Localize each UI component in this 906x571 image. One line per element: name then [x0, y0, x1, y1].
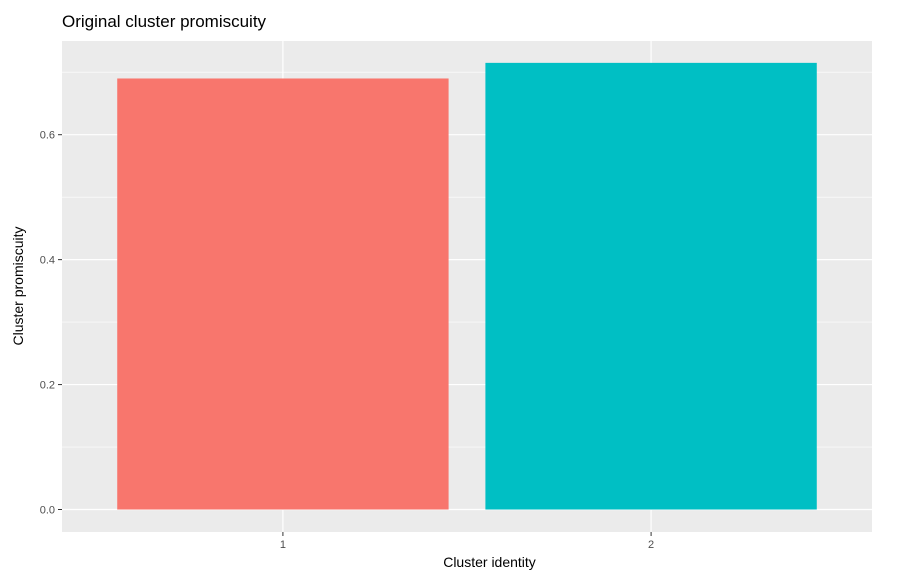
bar-2: [485, 62, 817, 510]
x-tick-label: 1: [280, 539, 286, 551]
bars: [117, 62, 817, 510]
bar-1: [117, 78, 449, 510]
y-axis-title: Cluster promiscuity: [10, 226, 26, 345]
y-tick-label: 0.2: [40, 380, 55, 392]
x-tick-label: 2: [648, 539, 654, 551]
x-axis-title: Cluster identity: [443, 554, 536, 570]
y-tick-label: 0.6: [40, 130, 55, 142]
y-tick-label: 0.4: [40, 255, 55, 267]
y-axis: 0.0 0.2 0.4 0.6: [40, 130, 62, 517]
y-tick-label: 0.0: [40, 505, 55, 517]
chart-title: Original cluster promiscuity: [62, 12, 267, 31]
